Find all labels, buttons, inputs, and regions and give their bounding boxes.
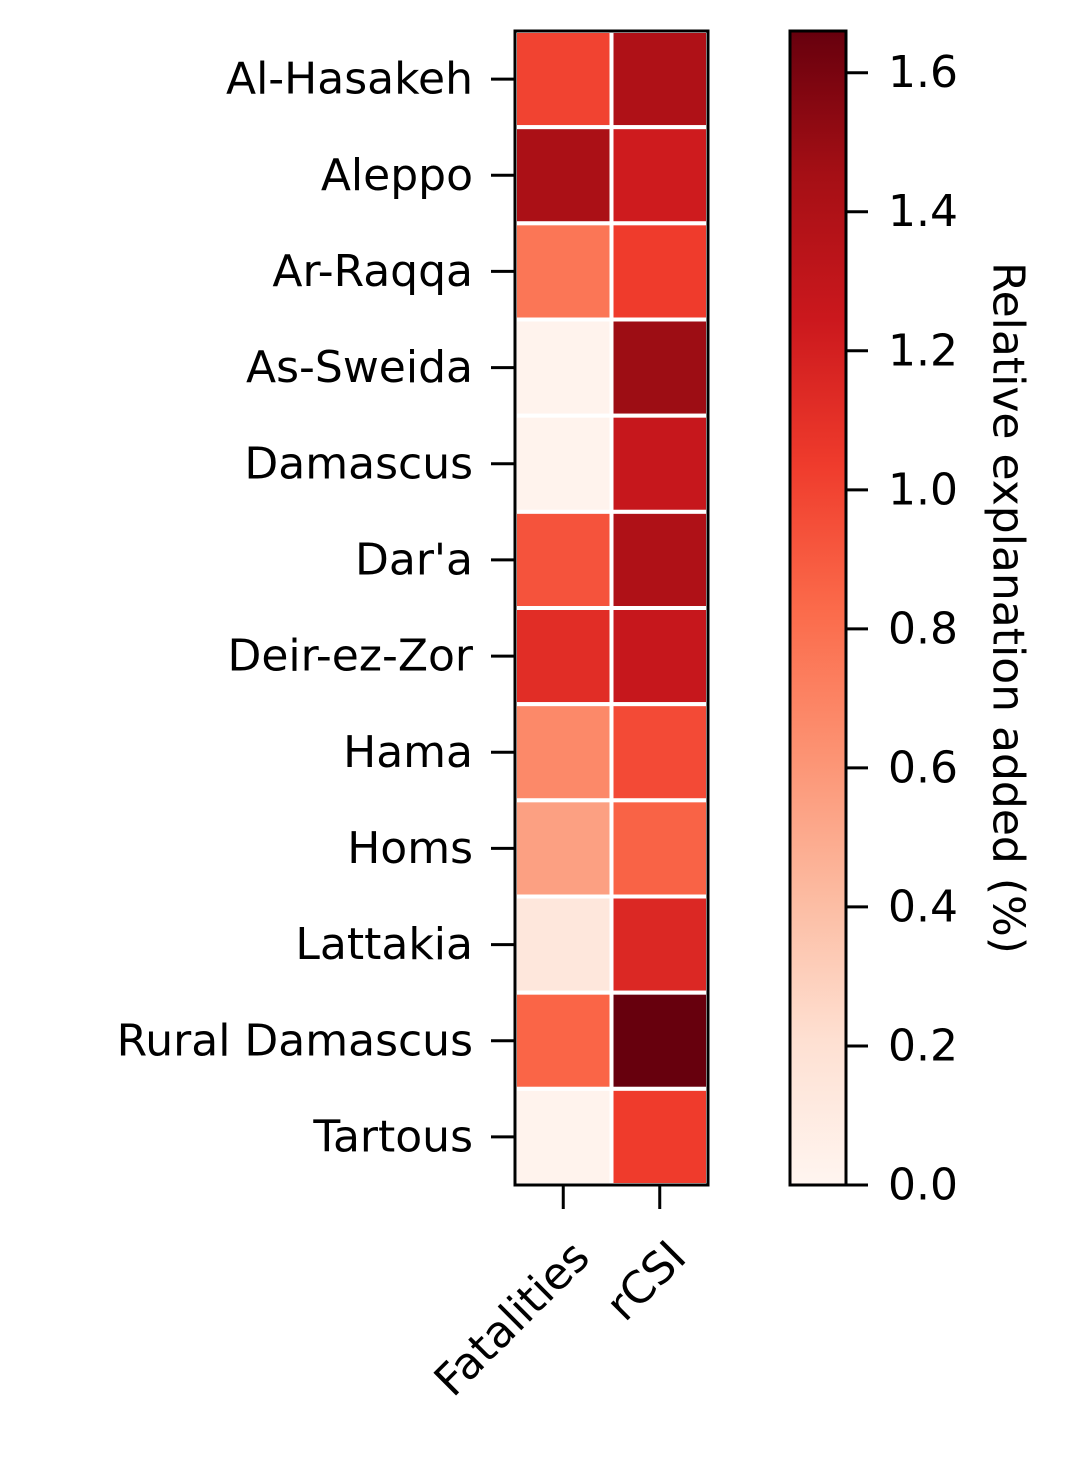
row-tick-label: Damascus: [244, 438, 473, 489]
row-tick-label: Aleppo: [321, 150, 473, 201]
heatmap-frame: [513, 29, 710, 1187]
colorbar-tick-label: 1.2: [888, 325, 958, 376]
colorbar-tick-label: 1.0: [888, 464, 958, 515]
colorbar-tick-label: 0.8: [888, 603, 958, 654]
heatmap-cell: [513, 29, 614, 130]
heatmap-cell: [513, 798, 614, 899]
heatmap-cell: [513, 894, 614, 995]
heatmap-cell: [609, 606, 710, 707]
heatmap-cell: [513, 413, 614, 514]
heatmap-cell: [609, 509, 710, 611]
colorbar-tick-label: 0.2: [888, 1020, 958, 1071]
heatmap-cell: [609, 317, 710, 418]
row-tick-label: Al-Hasakeh: [226, 54, 473, 105]
row-tick-label: As-Sweida: [246, 342, 473, 393]
heatmap-cell: [513, 317, 614, 418]
heatmap-cell: [609, 1086, 710, 1188]
row-tick-label: Lattakia: [295, 919, 473, 970]
heatmap-cell: [513, 702, 614, 803]
heatmap-cells: [513, 29, 710, 1188]
column-tick-label: Fatalities: [425, 1231, 600, 1406]
heatmap-cell: [513, 1086, 614, 1188]
heatmap-cell: [513, 125, 614, 226]
heatmap-cell: [609, 125, 710, 226]
heatmap-cell: [513, 221, 614, 322]
column-tick-label: rCSI: [597, 1231, 697, 1331]
heatmap-cell: [609, 990, 710, 1091]
colorbar: [788, 29, 848, 1187]
colorbar-tick-label: 1.4: [888, 186, 958, 237]
colorbar-ticks: 0.0 0.2 0.4 0.6 0.8 1.0 1.2 1.4 1.6: [846, 47, 958, 1211]
row-tick-label: Rural Damascus: [117, 1015, 473, 1066]
heatmap-cell: [513, 606, 614, 707]
heatmap-cell: [609, 894, 710, 995]
row-tick-label: Hama: [343, 727, 473, 778]
row-tick-labels: Al-Hasakeh Aleppo Ar-Raqqa As-Sweida Damascu…: [117, 54, 515, 1162]
row-tick-label: Tartous: [312, 1111, 473, 1162]
colorbar-tick-label: 1.6: [888, 47, 958, 98]
heatmap-cell: [609, 221, 710, 322]
row-tick-label: Dar'a: [355, 534, 473, 585]
heatmap-cell: [609, 413, 710, 514]
colorbar-tick-label: 0.0: [888, 1160, 958, 1211]
row-tick-label: Ar-Raqqa: [272, 246, 473, 297]
heatmap-cell: [609, 798, 710, 899]
colorbar-tick-label: 0.4: [888, 881, 958, 932]
heatmap-cell: [609, 702, 710, 803]
colorbar-tick-label: 0.6: [888, 742, 958, 793]
row-tick-label: Deir-ez-Zor: [227, 631, 473, 682]
colorbar-label: Relative explanation added (%): [983, 262, 1034, 954]
row-tick-label: Homs: [347, 823, 473, 874]
heatmap-cell: [513, 990, 614, 1091]
heatmap-cell: [609, 29, 710, 130]
heatmap-cell: [513, 509, 614, 611]
